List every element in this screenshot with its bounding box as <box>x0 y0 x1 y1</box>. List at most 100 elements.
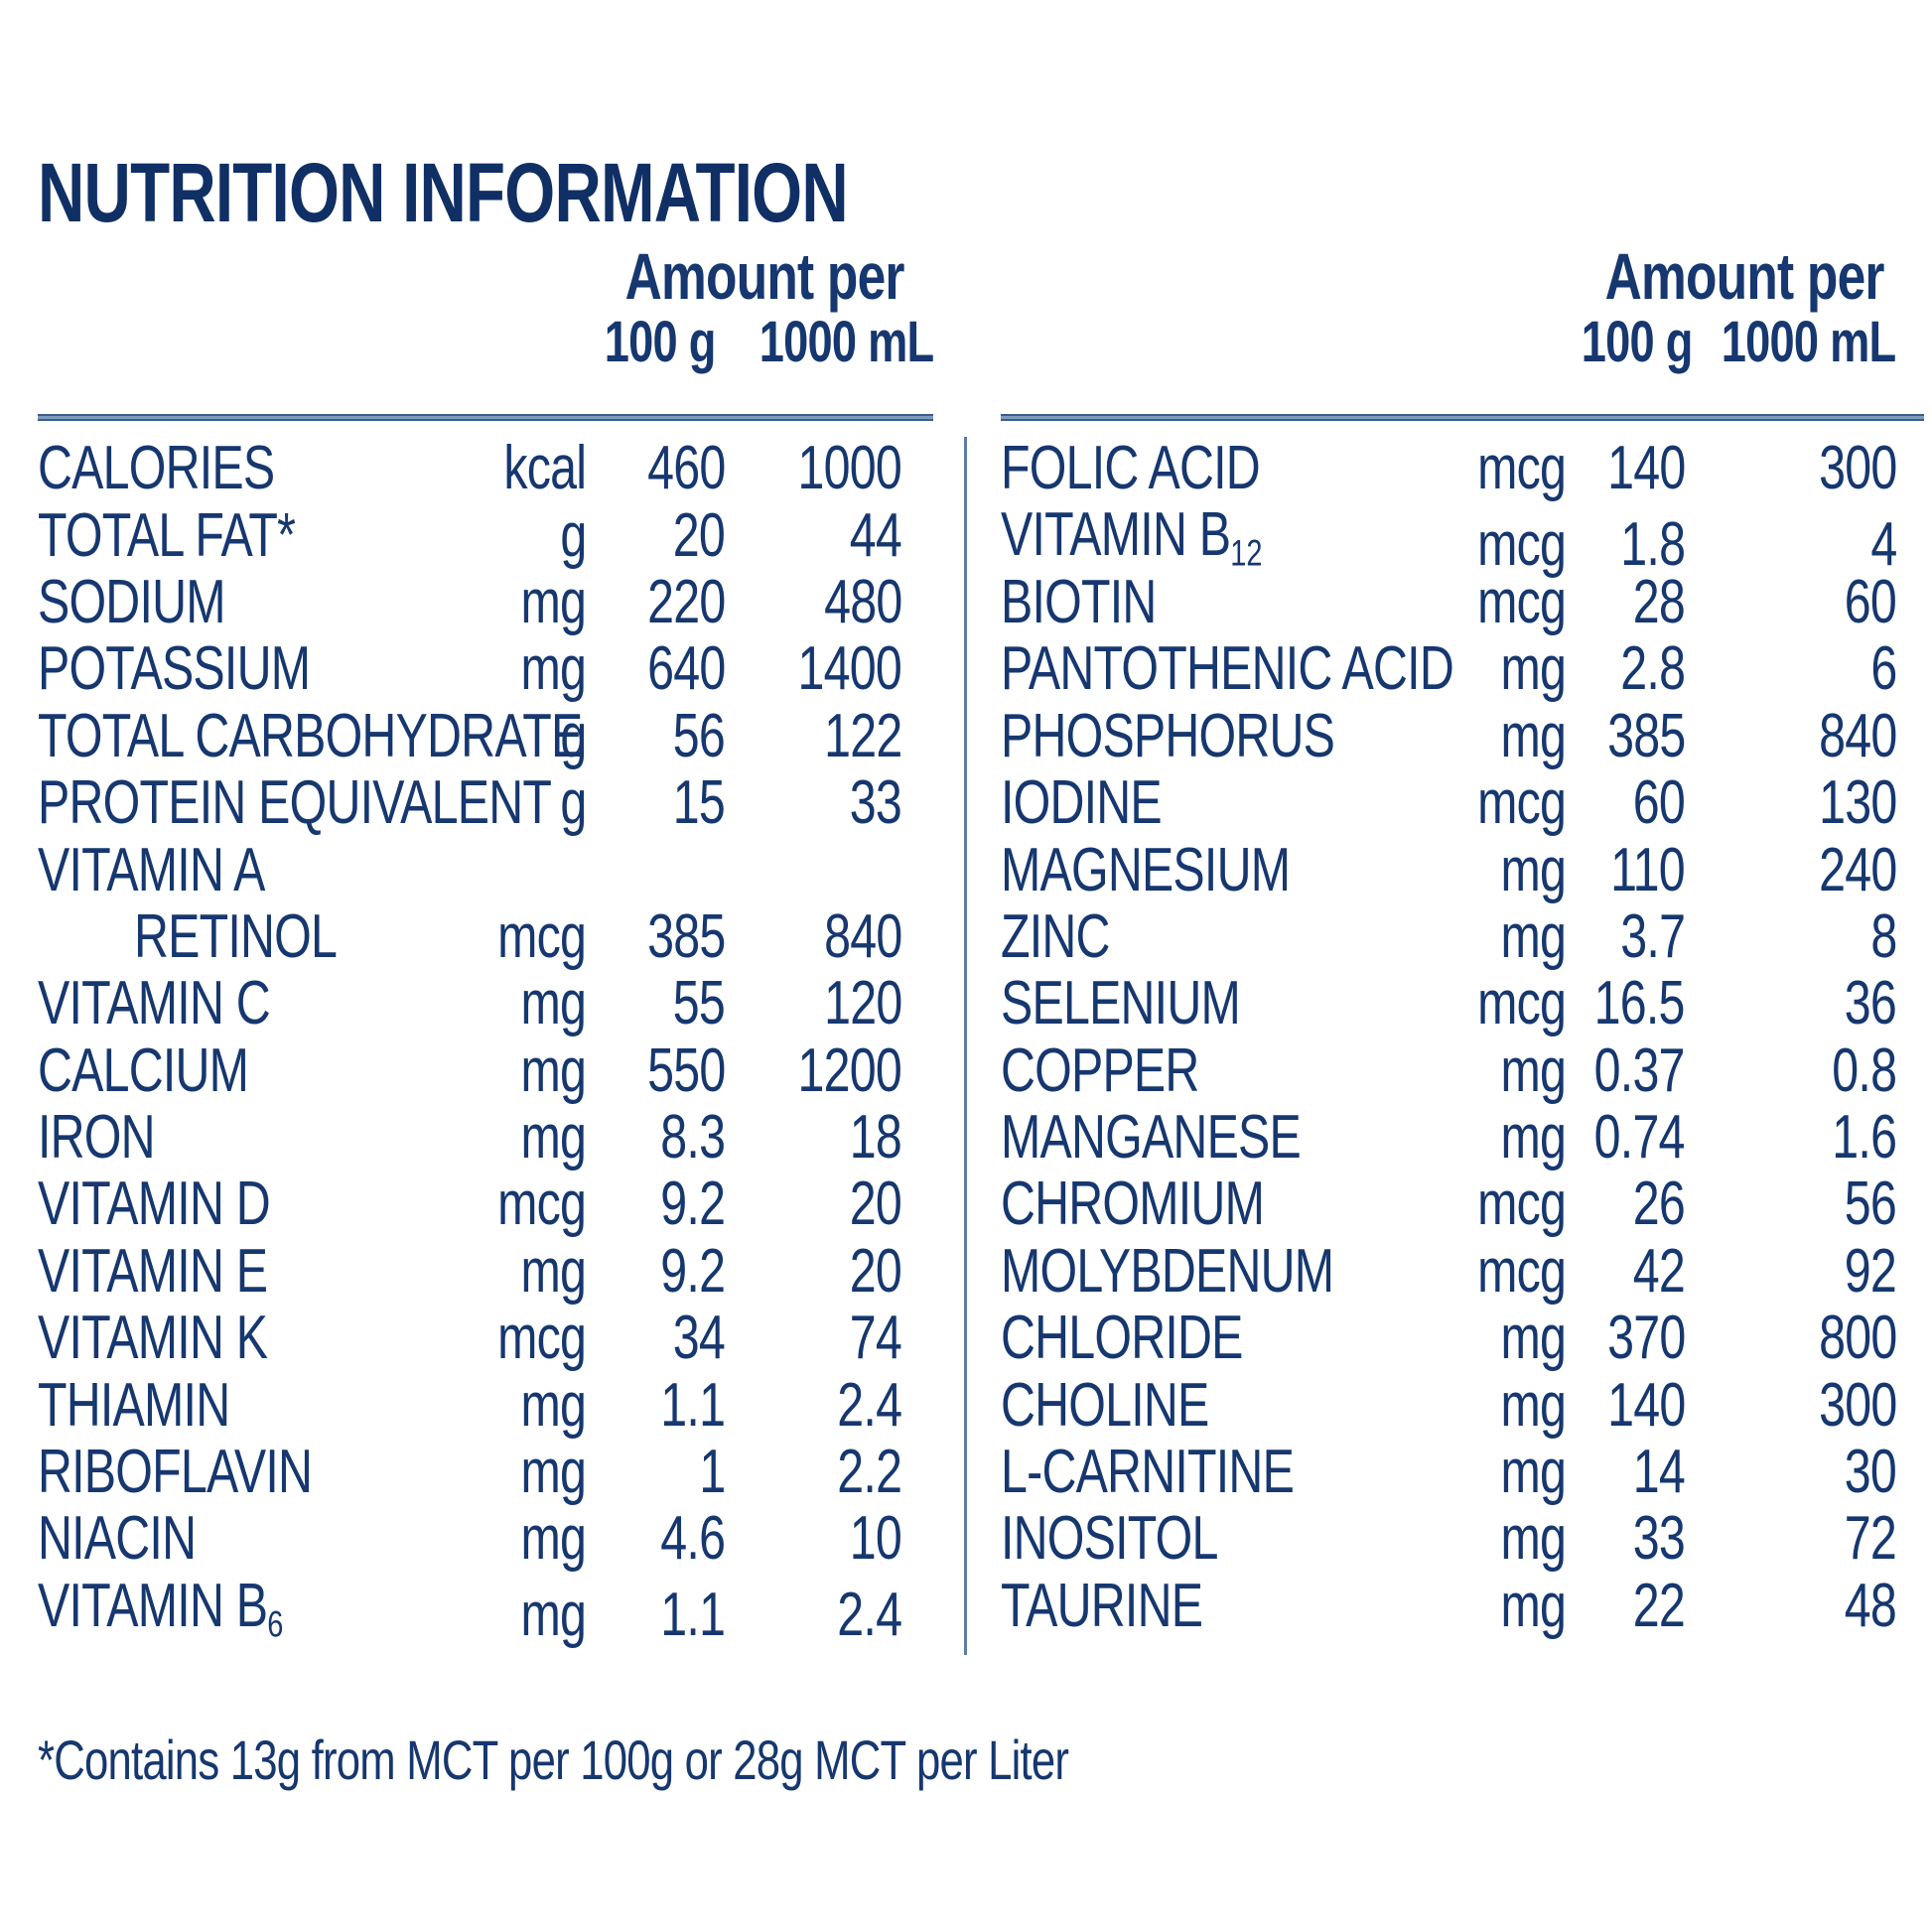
value-per-100g: 26 <box>1632 1170 1686 1239</box>
value-per-100g: 34 <box>672 1304 726 1373</box>
table-row: VITAMIN B12 mcg 1.8 4 <box>1001 501 1924 577</box>
value-per-100g: 370 <box>1606 1304 1686 1373</box>
nutrient-name: IODINE <box>1001 768 1163 838</box>
nutrient-unit: mg <box>520 567 586 636</box>
table-row: PHOSPHORUS mg 385 840 <box>1001 703 1924 769</box>
value-per-100g: 140 <box>1606 434 1686 503</box>
nutrient-name: MOLYBDENUM <box>1001 1236 1334 1306</box>
table-row: RETINOL mcg 385 840 <box>38 903 933 970</box>
value-per-1000ml: 44 <box>849 500 902 570</box>
table-row: COPPER mg 0.37 0.8 <box>1001 1037 1924 1104</box>
nutrient-unit: mg <box>1500 1571 1566 1640</box>
nutrient-unit: mg <box>520 634 586 704</box>
value-per-1000ml: 300 <box>1818 1370 1897 1440</box>
nutrient-unit: mcg <box>496 1170 587 1239</box>
value-per-1000ml: 30 <box>1844 1438 1897 1507</box>
nutrient-unit: mg <box>1500 1438 1566 1507</box>
nutrient-unit: kcal <box>503 434 587 503</box>
nutrient-name: MAGNESIUM <box>1001 835 1291 904</box>
table-row: VITAMIN D mcg 9.2 20 <box>38 1171 933 1237</box>
nutrient-name: CALORIES <box>38 434 275 503</box>
value-per-1000ml: 56 <box>1844 1170 1897 1239</box>
col-header-100g: 100 g <box>605 310 717 374</box>
value-per-1000ml: 72 <box>1844 1504 1897 1574</box>
value-per-100g: 28 <box>1632 567 1686 636</box>
value-per-1000ml: 60 <box>1844 567 1897 636</box>
page-title: NUTRITION INFORMATION <box>38 151 1076 234</box>
nutrient-unit: mg <box>520 1580 586 1649</box>
table-right-header: Amount per <box>1001 241 1924 311</box>
nutrient-unit: g <box>559 768 587 838</box>
nutrient-unit: mcg <box>1476 1236 1567 1306</box>
page-title-text: NUTRITION INFORMATION <box>38 146 849 239</box>
nutrient-unit: mg <box>520 969 586 1038</box>
table-row: MANGANESE mg 0.74 1.6 <box>1001 1104 1924 1171</box>
col-header-1000ml: 1000 mL <box>759 310 934 374</box>
value-per-100g: 1.1 <box>660 1370 726 1440</box>
table-row: TAURINE mg 22 48 <box>1001 1573 1924 1639</box>
value-per-100g: 385 <box>1606 701 1686 770</box>
value-per-1000ml: 33 <box>849 768 902 838</box>
table-left-rows: CALORIES kcal 460 1000 TOTAL FAT* g 20 44 SODIUM… <box>38 434 933 1648</box>
nutrient-name: ZINC <box>1001 901 1110 971</box>
nutrient-name-subscript: 6 <box>267 1602 284 1645</box>
table-left-header: Amount per <box>38 241 933 311</box>
nutrient-name-subscript: 12 <box>1230 531 1263 574</box>
nutrient-name: VITAMIN C <box>38 969 271 1038</box>
table-row: IODINE mcg 60 130 <box>1001 769 1924 836</box>
value-per-1000ml: 0.8 <box>1832 1035 1897 1105</box>
nutrient-unit: mg <box>520 1370 586 1440</box>
value-per-100g: 110 <box>1610 835 1686 904</box>
table-row: VITAMIN B6 mg 1.1 2.4 <box>38 1572 933 1647</box>
nutrient-name: VITAMIN B12 <box>1001 500 1263 574</box>
nutrient-unit: mg <box>1500 1304 1566 1373</box>
table-row: ZINC mg 3.7 8 <box>1001 903 1924 970</box>
value-per-1000ml: 92 <box>1844 1236 1897 1306</box>
table-row: VITAMIN A <box>38 836 933 903</box>
nutrient-unit: mg <box>1500 901 1566 971</box>
value-per-100g: 16.5 <box>1593 969 1686 1038</box>
value-per-1000ml: 18 <box>849 1103 902 1173</box>
nutrient-unit: mcg <box>1476 567 1567 636</box>
value-per-100g: 56 <box>672 701 726 770</box>
nutrient-name: TOTAL CARBOHYDRATE <box>38 701 583 770</box>
nutrient-name: RIBOFLAVIN <box>38 1438 313 1507</box>
value-per-100g: 3.7 <box>1620 901 1686 971</box>
nutrient-name: VITAMIN B6 <box>38 1571 284 1645</box>
nutrition-table-right: Amount per 100 g 1000 mL FOLIC ACID mcg 14… <box>1001 241 1924 1639</box>
table-row: SODIUM mg 220 480 <box>38 569 933 635</box>
value-per-1000ml: 2.4 <box>837 1370 902 1440</box>
value-per-100g: 20 <box>672 500 726 570</box>
nutrient-unit: g <box>559 500 587 570</box>
nutrient-name: FOLIC ACID <box>1001 434 1261 503</box>
nutrient-unit: mcg <box>1476 1170 1567 1239</box>
table-row: PROTEIN EQUIVALENT g 15 33 <box>38 769 933 836</box>
table-row: POTASSIUM mg 640 1400 <box>38 635 933 702</box>
nutrient-name: PANTOTHENIC ACID <box>1001 634 1454 704</box>
value-per-1000ml: 240 <box>1818 835 1897 904</box>
value-per-100g: 385 <box>646 901 726 971</box>
nutrient-name: VITAMIN D <box>38 1170 271 1239</box>
value-per-100g: 640 <box>646 634 726 704</box>
value-per-100g: 0.74 <box>1593 1103 1686 1173</box>
nutrient-name: INOSITOL <box>1001 1504 1218 1574</box>
nutrient-unit: mg <box>520 1035 586 1105</box>
value-per-100g: 1.1 <box>660 1580 726 1649</box>
nutrient-unit: mcg <box>1476 969 1567 1038</box>
value-per-1000ml: 840 <box>823 901 902 971</box>
nutrient-unit: mg <box>1500 1035 1566 1105</box>
value-per-100g: 15 <box>672 768 726 838</box>
table-row: TOTAL CARBOHYDRATE g 56 122 <box>38 703 933 769</box>
nutrient-unit: mg <box>1500 835 1566 904</box>
table-row: VITAMIN K mcg 34 74 <box>38 1305 933 1371</box>
value-per-1000ml: 48 <box>1844 1571 1897 1640</box>
nutrient-name: TOTAL FAT* <box>38 500 296 570</box>
value-per-1000ml: 8 <box>1869 901 1897 971</box>
table-row: CHOLINE mg 140 300 <box>1001 1370 1924 1440</box>
value-per-100g: 2.8 <box>1620 634 1686 704</box>
value-per-100g: 8.3 <box>660 1103 726 1173</box>
table-right-unit-header: 100 g 1000 mL <box>1001 311 1924 374</box>
table-row: L-CARNITINE mg 14 30 <box>1001 1439 1924 1505</box>
value-per-1000ml: 10 <box>849 1504 902 1574</box>
table-row: MAGNESIUM mg 110 240 <box>1001 835 1924 904</box>
